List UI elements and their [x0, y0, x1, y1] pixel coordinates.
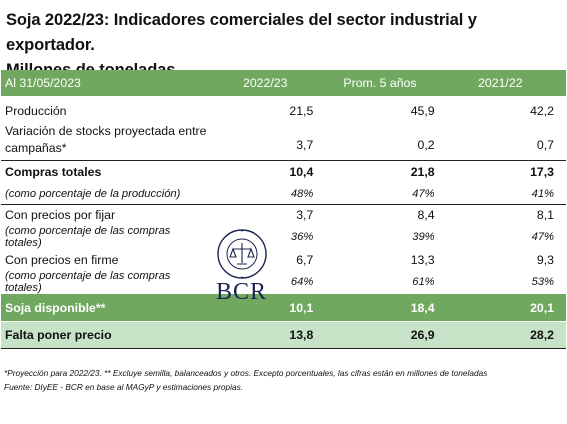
table-row: (como porcentaje de la producción) 48% 4… [1, 184, 566, 204]
cell-value: 0,7 [536, 137, 554, 152]
cell-value: 45,9 [410, 104, 435, 118]
row-label: Con precios en firme [5, 252, 119, 267]
indicators-table: Al 31/05/2023 2022/23 Prom. 5 años 2021/… [1, 70, 566, 349]
cell-value: 17,3 [442, 159, 566, 184]
row-label: Soja disponible** [1, 294, 214, 322]
table-row: Con precios en firme 6,7 13,3 9,3 [1, 249, 566, 270]
footnote-source: Fuente: DIyEE - BCR en base al MAGyP y e… [4, 382, 244, 392]
table-row: (como porcentaje de las compras totales)… [1, 225, 566, 249]
cell-value: 47% [412, 187, 435, 200]
cell-value: 41% [531, 187, 554, 200]
cell-value: 53% [531, 276, 554, 288]
cell-value: 36% [290, 231, 314, 243]
cell-value: 13,8 [213, 321, 322, 349]
row-label: Compras totales [1, 159, 214, 184]
bcr-logo: BCR [216, 279, 268, 305]
footnote-1: *Proyección para 2022/23. ** Excluye sem… [4, 368, 488, 378]
cell-value: 26,9 [321, 321, 443, 349]
cell-value: 21,5 [289, 104, 314, 118]
cell-value: 64% [290, 276, 314, 288]
cell-value: 39% [412, 231, 435, 243]
row-label: Falta poner precio [1, 321, 214, 349]
cell-value: 3,7 [213, 203, 322, 225]
table-row: Con precios por fijar 3,7 8,4 8,1 [1, 203, 566, 225]
table-row: (como porcentaje de las compras totales)… [1, 270, 566, 294]
row-label: Con precios por fijar [1, 203, 214, 225]
header-2022-23: 2022/23 [213, 70, 322, 96]
row-label: (como porcentaje de las compras totales) [5, 270, 171, 294]
row-label: (como porcentaje de las compras totales) [5, 225, 171, 249]
footnotes: *Proyección para 2022/23. ** Excluye sem… [4, 366, 544, 394]
cell-value: 8,1 [442, 203, 566, 225]
cell-value: 28,2 [442, 321, 566, 349]
table-header-row: Al 31/05/2023 2022/23 Prom. 5 años 2021/… [1, 70, 566, 96]
bcr-seal-icon [217, 229, 267, 279]
table-row: Producción 21,5 45,9 42,2 [1, 96, 566, 120]
cell-value: 20,1 [442, 294, 566, 322]
table-row: Variación de stocks proyectada entre cam… [1, 120, 566, 160]
cell-value: 8,4 [321, 203, 443, 225]
table-row: Falta poner precio 13,8 26,9 28,2 [1, 321, 566, 349]
cell-value: 13,3 [410, 252, 435, 267]
cell-value: 10,1 [213, 294, 322, 322]
cell-value: 3,7 [296, 137, 314, 152]
cell-value: 0,2 [417, 137, 435, 152]
cell-value: 48% [290, 187, 314, 200]
row-label: Variación de stocks proyectada entre cam… [5, 123, 207, 155]
cell-value: 6,7 [296, 252, 314, 267]
cell-value: 9,3 [536, 252, 554, 267]
table-row: Soja disponible** 10,1 18,4 20,1 [1, 294, 566, 322]
cell-value: 47% [531, 231, 554, 243]
header-prom-5: Prom. 5 años [321, 70, 443, 96]
header-2021-22: 2021/22 [442, 70, 566, 96]
title-line-1: Soja 2022/23: Indicadores comerciales de… [6, 11, 477, 54]
header-date: Al 31/05/2023 [1, 70, 214, 96]
table-row: Compras totales 10,4 21,8 17,3 [1, 159, 566, 184]
cell-value: 61% [412, 276, 435, 288]
cell-value: 10,4 [213, 159, 322, 184]
row-label: Producción [5, 104, 67, 118]
cell-value: 18,4 [321, 294, 443, 322]
cell-value: 21,8 [321, 159, 443, 184]
cell-value: 42,2 [530, 104, 554, 118]
row-label: (como porcentaje de la producción) [5, 187, 181, 200]
